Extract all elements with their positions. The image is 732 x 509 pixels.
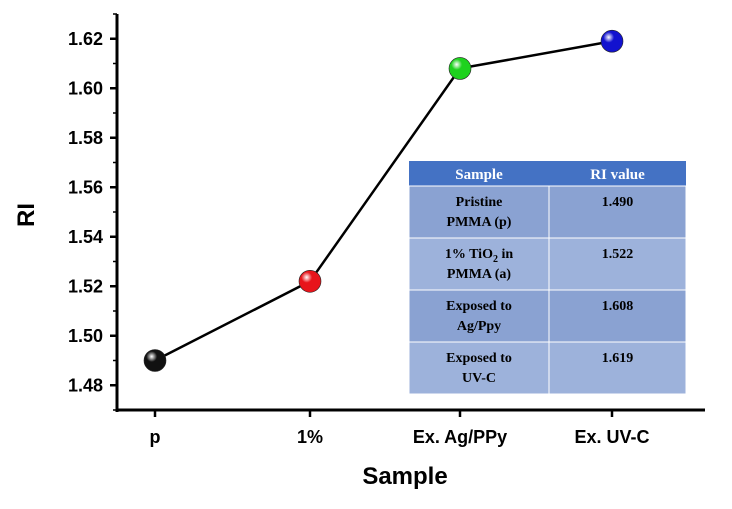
table-cell-value <box>548 341 687 395</box>
y-tick-label: 1.52 <box>68 276 103 296</box>
data-point <box>600 29 624 53</box>
table-value-text: 1.608 <box>602 299 634 314</box>
y-tick-label: 1.58 <box>68 128 103 148</box>
axes: 1.48 1.50 1.52 1.54 1.56 1.58 1.60 1.62 p 1% Ex. A… <box>68 13 705 447</box>
data-point <box>448 57 472 80</box>
table-cell-value <box>548 289 687 343</box>
table-value-text: 1.619 <box>602 351 634 366</box>
x-tick-label: p <box>150 427 161 447</box>
table-value-text: 1.490 <box>602 195 634 210</box>
y-tick-label: 1.60 <box>68 78 103 98</box>
table-cell-value <box>548 237 687 291</box>
table-sample-text: Exposed to <box>446 351 512 366</box>
table-sample-text: 1% TiO2 in <box>445 247 514 265</box>
table-sample-text: UV-C <box>462 371 496 386</box>
table-cell-sample <box>408 237 550 291</box>
table-cell-sample <box>408 289 550 343</box>
series-group <box>143 29 624 372</box>
data-point <box>298 269 322 293</box>
y-tick-label: 1.62 <box>68 29 103 49</box>
data-point <box>143 349 167 372</box>
table-sample-text: Ag/Ppy <box>457 319 501 334</box>
x-tick-label: Ex. Ag/PPy <box>413 427 507 447</box>
table-sample-text: PMMA (p) <box>447 215 512 230</box>
y-tick-label: 1.56 <box>68 177 103 197</box>
y-tick-label: 1.48 <box>68 375 103 395</box>
table-cell-value <box>548 185 687 239</box>
table-sample-text: PMMA (a) <box>447 267 511 282</box>
y-axis-title: RI <box>13 203 40 227</box>
x-tick-label: 1% <box>297 427 323 447</box>
table-header-bg <box>409 161 686 186</box>
y-tick-label: 1.54 <box>68 227 103 247</box>
table-header-ri: RI value <box>590 167 645 183</box>
table-value-text: 1.522 <box>602 247 634 262</box>
x-tick-label: Ex. UV-C <box>574 427 649 447</box>
series-line <box>154 39 613 362</box>
table-cell-sample <box>408 185 550 239</box>
table-sample-text: Pristine <box>456 195 503 210</box>
data-table: Sample RI value Pristine PMMA (p) 1.490 1% Ti… <box>408 161 687 395</box>
table-header-sample: Sample <box>455 167 503 183</box>
table-sample-text: Exposed to <box>446 299 512 314</box>
x-axis-title: Sample <box>362 463 447 490</box>
y-tick-label: 1.50 <box>68 326 103 346</box>
table-cell-sample <box>408 341 550 395</box>
